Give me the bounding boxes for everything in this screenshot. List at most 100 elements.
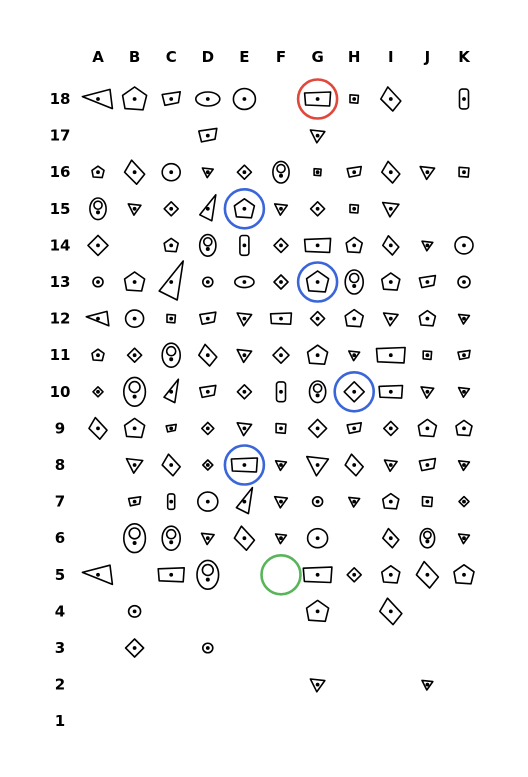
hold-g12[interactable] [309,310,326,327]
hold-c8[interactable] [161,453,181,477]
hold-b15[interactable] [127,203,142,216]
hold-a12[interactable] [85,310,110,327]
hold-h16[interactable] [346,165,363,178]
hold-g13[interactable] [305,270,330,293]
hold-j10[interactable] [420,386,435,399]
hold-b11[interactable] [126,347,143,364]
hold-i15[interactable] [381,201,400,218]
hold-d17[interactable] [198,127,218,143]
hold-e7[interactable] [235,486,254,515]
hold-d6[interactable] [200,532,215,546]
hold-d7[interactable] [197,491,219,512]
hold-c5[interactable] [157,566,185,583]
hold-c10[interactable] [163,378,180,404]
hold-i14[interactable] [381,234,400,256]
hold-d9[interactable] [201,421,215,436]
hold-b7[interactable] [127,496,142,507]
hold-k6[interactable] [457,533,471,545]
hold-e13[interactable] [233,275,255,289]
hold-j5[interactable] [415,560,440,589]
hold-c7[interactable] [166,493,176,511]
hold-d8[interactable] [202,459,214,471]
hold-f7[interactable] [273,495,289,509]
hold-g16[interactable] [313,167,322,177]
hold-h7[interactable] [348,496,361,508]
hold-g9[interactable] [307,418,328,439]
hold-g6[interactable] [306,527,329,549]
hold-b10[interactable] [123,376,147,407]
hold-c16[interactable] [161,162,181,182]
hold-i4[interactable] [378,597,403,626]
hold-i18[interactable] [379,86,402,112]
hold-k7[interactable] [458,495,470,508]
hold-f13[interactable] [273,274,289,290]
hold-c9[interactable] [165,423,177,433]
hold-h15[interactable] [349,203,360,214]
hold-d12[interactable] [199,311,217,326]
hold-j9[interactable] [417,418,438,438]
hold-d13[interactable] [202,276,214,288]
hold-i5[interactable] [380,564,401,584]
hold-f15[interactable] [273,203,289,216]
hold-d16[interactable] [201,167,215,179]
hold-i6[interactable] [381,527,400,549]
hold-d5[interactable] [196,559,220,590]
hold-g5[interactable] [302,566,333,584]
hold-i8[interactable] [383,459,398,473]
hold-a10[interactable] [92,385,104,398]
hold-g2[interactable] [309,678,326,693]
hold-h12[interactable] [344,308,365,328]
hold-e18[interactable] [232,87,257,111]
hold-k10[interactable] [457,386,471,398]
hold-c14[interactable] [163,237,179,253]
hold-f8[interactable] [274,460,288,472]
hold-f14[interactable] [273,237,289,254]
hold-i11[interactable] [375,346,406,364]
hold-d3[interactable] [202,642,214,654]
hold-k5[interactable] [453,563,475,585]
hold-b6[interactable] [123,523,147,554]
hold-k18[interactable] [458,88,470,110]
hold-d14[interactable] [198,233,217,257]
hold-h11[interactable] [348,350,361,362]
hold-a5[interactable] [81,564,114,586]
hold-g10[interactable] [308,380,327,404]
hold-g15[interactable] [309,201,326,217]
hold-i16[interactable] [380,160,401,184]
hold-b13[interactable] [123,271,146,292]
hold-g8[interactable] [306,455,330,477]
hold-g14[interactable] [303,237,332,254]
hold-g7[interactable] [311,496,324,508]
hold-f11[interactable] [272,346,290,365]
hold-b12[interactable] [124,309,145,328]
hold-a14[interactable] [87,234,109,257]
hold-g4[interactable] [305,599,330,623]
hold-h9[interactable] [346,421,363,435]
hold-c6[interactable] [161,525,181,552]
hold-c18[interactable] [161,91,181,107]
hold-k14[interactable] [454,236,474,255]
hold-a11[interactable] [91,348,105,362]
hold-f9[interactable] [275,422,287,435]
hold-d15[interactable] [199,194,217,222]
hold-i10[interactable] [378,384,404,399]
hold-e8[interactable] [230,457,259,473]
hold-j16[interactable] [419,165,436,181]
hold-k12[interactable] [457,313,471,325]
hold-h13[interactable] [344,269,365,295]
hold-h10[interactable] [343,380,366,403]
hold-h14[interactable] [345,236,364,254]
hold-h8[interactable] [344,453,365,477]
hold-a15[interactable] [89,197,107,221]
hold-e14[interactable] [239,234,250,257]
hold-j7[interactable] [421,495,434,508]
hold-c12[interactable] [166,313,177,324]
hold-b4[interactable] [127,604,142,618]
hold-a16[interactable] [91,165,105,179]
hold-j11[interactable] [422,350,433,361]
hold-j6[interactable] [419,527,436,549]
hold-i7[interactable] [381,492,400,510]
hold-e11[interactable] [236,348,253,364]
hold-f16[interactable] [272,160,290,184]
hold-k16[interactable] [458,166,470,178]
